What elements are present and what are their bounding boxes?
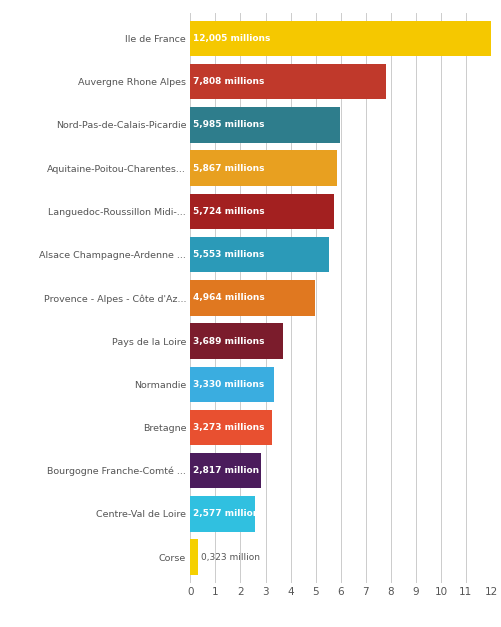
Text: 5,867 millions: 5,867 millions bbox=[193, 164, 265, 172]
Bar bbox=[190, 150, 337, 186]
Bar bbox=[190, 64, 386, 100]
Bar bbox=[190, 107, 340, 143]
Text: 3,273 millions: 3,273 millions bbox=[193, 423, 265, 432]
Text: 4,964 millions: 4,964 millions bbox=[193, 293, 265, 302]
Text: 5,724 millions: 5,724 millions bbox=[193, 207, 265, 216]
Bar bbox=[190, 194, 334, 229]
Text: 3,330 millions: 3,330 millions bbox=[193, 380, 264, 389]
Text: 3,689 millions: 3,689 millions bbox=[193, 337, 265, 345]
Text: 5,553 millions: 5,553 millions bbox=[193, 250, 264, 259]
Bar bbox=[190, 539, 198, 575]
Bar bbox=[190, 237, 330, 272]
Bar bbox=[190, 410, 273, 445]
Bar bbox=[190, 367, 274, 402]
Bar bbox=[190, 21, 491, 56]
Text: 0,323 million: 0,323 million bbox=[201, 552, 260, 562]
Text: 5,985 millions: 5,985 millions bbox=[193, 120, 265, 129]
Bar bbox=[190, 453, 261, 488]
Bar bbox=[190, 496, 255, 532]
Bar bbox=[190, 324, 283, 359]
Bar bbox=[190, 280, 315, 315]
Text: 7,808 millions: 7,808 millions bbox=[193, 77, 264, 86]
Text: 2,577 millions: 2,577 millions bbox=[193, 510, 265, 519]
Text: 12,005 millions: 12,005 millions bbox=[193, 34, 270, 43]
Text: 2,817 million: 2,817 million bbox=[193, 466, 259, 475]
